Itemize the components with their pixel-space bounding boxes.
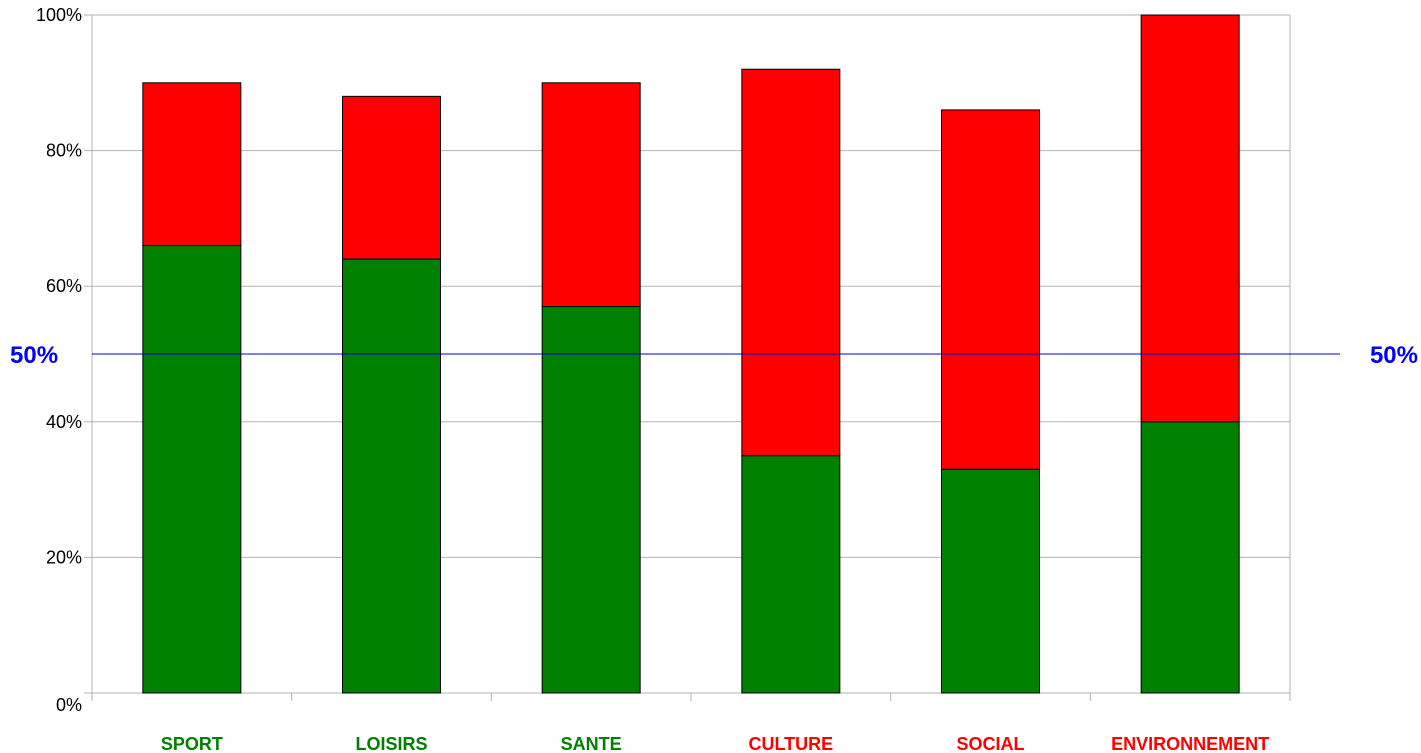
category-label-environnement: ENVIRONNEMENT — [1111, 734, 1269, 753]
y-tick-label: 100% — [36, 5, 82, 25]
bar-segment-environnement-0 — [1140, 421, 1240, 694]
y-tick-label: 60% — [46, 276, 82, 296]
category-labels: SPORT LOISIRS SANTE CULTURE SOCIAL ENVIRONNEM… — [161, 734, 1269, 753]
bar-segment-social-0 — [941, 468, 1040, 694]
gridlines — [92, 150, 1290, 558]
y-tick-label: 80% — [46, 141, 82, 161]
bar-segment-sante-0 — [541, 306, 641, 694]
y-tick-label: 20% — [46, 547, 82, 567]
reference-label-right: 50% — [1370, 342, 1418, 369]
bar-segment-sport-1 — [142, 82, 242, 247]
bar-segment-sante-1 — [541, 82, 641, 308]
bar-segment-culture-1 — [741, 68, 841, 457]
category-label-loisirs: LOISIRS — [355, 734, 427, 753]
y-tick-label: 0% — [56, 695, 82, 715]
reference-label-left: 50% — [10, 342, 58, 369]
bar-segment-social-1 — [941, 109, 1040, 470]
y-tick-label: 40% — [46, 412, 82, 432]
reference-line-group: 50% 50% — [10, 342, 1418, 369]
bar-segment-environnement-1 — [1140, 14, 1240, 423]
category-label-social: SOCIAL — [956, 734, 1024, 753]
category-label-sport: SPORT — [161, 734, 223, 753]
bar-segment-loisirs-0 — [342, 258, 441, 694]
x-axis-ticks — [91, 693, 1291, 701]
category-label-sante: SANTE — [561, 734, 622, 753]
y-axis-tick-labels: 0% 20% 40% 60% 80% 100% — [36, 5, 92, 715]
category-label-culture: CULTURE — [749, 734, 834, 753]
bar-segment-culture-0 — [741, 455, 841, 694]
bar-segment-sport-0 — [142, 245, 242, 694]
bar-segment-loisirs-1 — [342, 95, 441, 260]
bars — [142, 14, 1240, 694]
